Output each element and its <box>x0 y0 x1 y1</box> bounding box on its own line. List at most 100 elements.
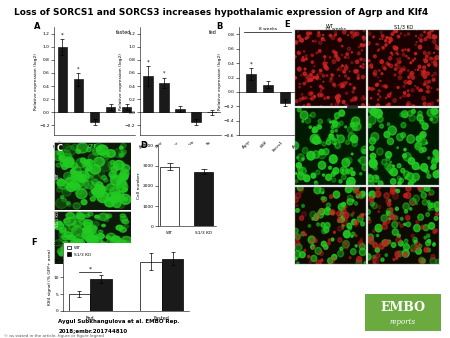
Circle shape <box>320 69 321 71</box>
Circle shape <box>55 198 68 209</box>
Circle shape <box>363 58 365 62</box>
Circle shape <box>347 127 353 133</box>
Text: *: * <box>317 55 319 60</box>
Circle shape <box>311 96 314 100</box>
Circle shape <box>360 191 365 196</box>
Circle shape <box>389 56 392 60</box>
Circle shape <box>119 151 126 156</box>
Circle shape <box>72 226 84 235</box>
Circle shape <box>437 170 440 173</box>
Circle shape <box>108 160 117 169</box>
Circle shape <box>391 186 395 191</box>
Circle shape <box>363 29 365 31</box>
Circle shape <box>342 30 346 34</box>
Circle shape <box>60 150 71 160</box>
Circle shape <box>412 60 414 62</box>
Text: F: F <box>32 238 37 247</box>
Circle shape <box>400 224 403 227</box>
Circle shape <box>404 223 406 225</box>
Circle shape <box>301 58 304 61</box>
Circle shape <box>333 231 335 233</box>
Circle shape <box>318 161 326 169</box>
Circle shape <box>418 65 421 68</box>
Circle shape <box>418 244 422 248</box>
Circle shape <box>421 192 427 198</box>
Circle shape <box>430 203 435 208</box>
Circle shape <box>386 219 390 223</box>
Circle shape <box>100 162 112 171</box>
Circle shape <box>317 211 324 218</box>
Circle shape <box>342 65 343 67</box>
Circle shape <box>83 227 92 234</box>
Circle shape <box>58 250 63 254</box>
Circle shape <box>319 41 322 45</box>
Circle shape <box>104 255 114 261</box>
Circle shape <box>314 96 315 97</box>
Circle shape <box>395 189 397 192</box>
Circle shape <box>122 165 130 171</box>
Circle shape <box>305 97 307 99</box>
Circle shape <box>389 37 392 39</box>
Circle shape <box>317 74 318 75</box>
Circle shape <box>83 164 90 170</box>
Circle shape <box>94 215 99 218</box>
Circle shape <box>382 159 387 165</box>
Circle shape <box>358 46 360 48</box>
Circle shape <box>330 77 332 79</box>
Circle shape <box>90 254 98 260</box>
Circle shape <box>392 229 398 235</box>
Circle shape <box>427 109 434 116</box>
Circle shape <box>82 160 90 167</box>
Circle shape <box>320 85 322 88</box>
Circle shape <box>64 146 76 156</box>
Circle shape <box>363 37 365 40</box>
Circle shape <box>99 186 106 192</box>
Text: © as stated in the article, figure or figure legend: © as stated in the article, figure or fi… <box>4 334 104 338</box>
Circle shape <box>424 248 428 252</box>
Circle shape <box>378 90 380 92</box>
Circle shape <box>339 75 340 76</box>
Circle shape <box>66 183 76 191</box>
Circle shape <box>370 97 372 99</box>
Circle shape <box>420 89 421 90</box>
Circle shape <box>75 187 83 195</box>
Circle shape <box>352 200 354 201</box>
Circle shape <box>355 70 356 72</box>
Circle shape <box>333 83 335 86</box>
Circle shape <box>401 122 406 128</box>
Circle shape <box>102 224 105 227</box>
Circle shape <box>353 122 361 130</box>
Circle shape <box>397 251 403 257</box>
Circle shape <box>340 167 347 174</box>
Circle shape <box>427 174 431 178</box>
Circle shape <box>67 203 71 207</box>
Circle shape <box>61 153 72 163</box>
Circle shape <box>63 241 68 245</box>
Circle shape <box>363 36 364 38</box>
Text: D: D <box>140 141 147 150</box>
Y-axis label: Cell number: Cell number <box>137 173 141 199</box>
Circle shape <box>375 191 381 197</box>
Circle shape <box>69 175 73 179</box>
Circle shape <box>384 131 390 138</box>
Circle shape <box>371 67 373 68</box>
Circle shape <box>351 219 357 225</box>
Circle shape <box>379 243 384 249</box>
Circle shape <box>415 45 416 46</box>
Circle shape <box>321 89 322 90</box>
Circle shape <box>375 224 382 232</box>
Circle shape <box>76 212 82 216</box>
Circle shape <box>385 241 387 244</box>
Circle shape <box>295 180 298 183</box>
Circle shape <box>383 222 386 224</box>
Circle shape <box>436 158 439 161</box>
Circle shape <box>407 173 414 180</box>
Circle shape <box>111 236 120 242</box>
Circle shape <box>57 187 62 192</box>
Circle shape <box>122 220 129 224</box>
Circle shape <box>386 208 393 215</box>
Circle shape <box>296 209 299 212</box>
Circle shape <box>416 203 418 204</box>
Circle shape <box>407 101 410 105</box>
Circle shape <box>105 198 115 207</box>
